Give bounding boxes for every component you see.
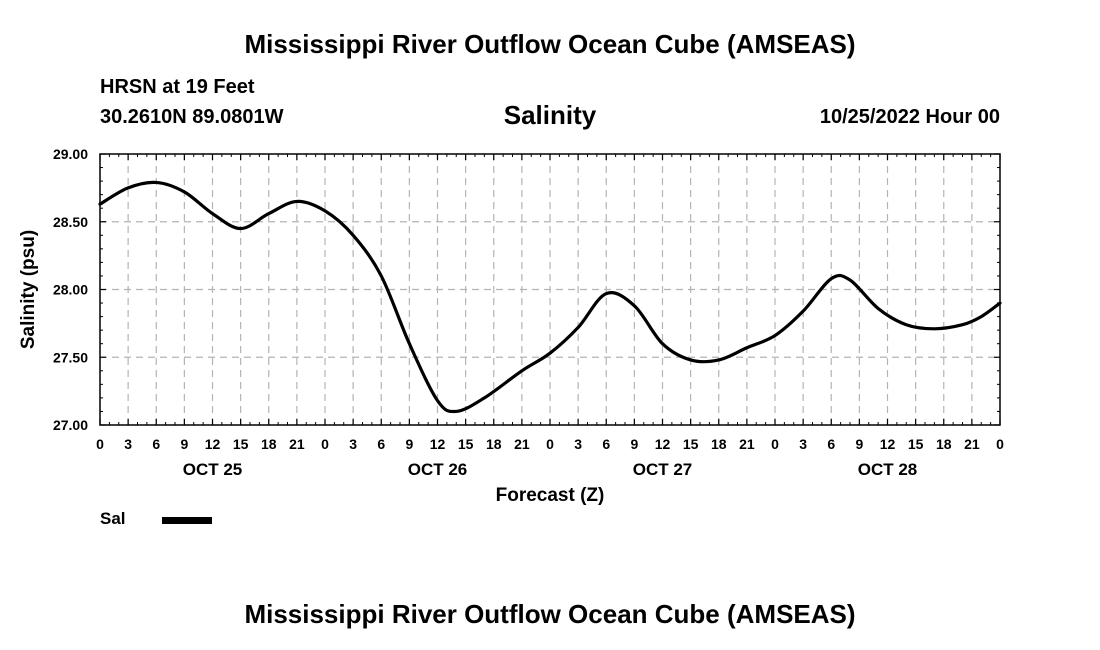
coordinates-label: 30.2610N 89.0801W [100,106,284,128]
chart-title: Mississippi River Outflow Ocean Cube (AM… [244,29,856,59]
x-tick-label: 21 [964,436,980,452]
x-tick-label: 3 [574,436,582,452]
x-tick-label: 0 [96,436,104,452]
legend-label-sal: Sal [100,509,126,528]
day-label: OCT 26 [408,460,468,479]
x-tick-label: 6 [377,436,385,452]
forecast-datetime: 10/25/2022 Hour 00 [819,106,1000,128]
x-tick-label: 21 [514,436,530,452]
x-tick-label: 18 [936,436,952,452]
grid-lines [100,154,1000,425]
x-tick-label: 9 [855,436,863,452]
x-tick-label: 12 [880,436,896,452]
x-tick-label: 0 [771,436,779,452]
x-tick-label: 18 [711,436,727,452]
x-tick-label: 0 [996,436,1004,452]
x-tick-label: 21 [289,436,305,452]
x-tick-label: 9 [405,436,413,452]
plot-frame [99,153,1001,426]
x-tick-label: 6 [827,436,835,452]
x-tick-label: 0 [546,436,554,452]
y-tick-label: 27.50 [53,349,88,365]
y-tick-label: 28.00 [53,282,88,298]
y-tick-label: 28.50 [53,214,88,230]
station-label: HRSN at 19 Feet [100,76,255,98]
x-tick-label: 12 [430,436,446,452]
day-label: OCT 27 [633,460,693,479]
x-tick-label: 3 [799,436,807,452]
x-tick-label: 0 [321,436,329,452]
variable-title: Salinity [503,100,597,130]
y-axis-label: Salinity (psu) [18,230,39,349]
x-tick-label: 18 [486,436,502,452]
x-tick-label: 6 [602,436,610,452]
x-tick-label: 9 [180,436,188,452]
y-tick-label: 29.00 [53,146,88,162]
series-line-sal [98,180,1002,414]
day-label: OCT 25 [183,460,243,479]
x-tick-label: 21 [739,436,755,452]
legend-swatch-sal [162,517,212,524]
x-tick-label: 3 [349,436,357,452]
x-tick-label: 3 [124,436,132,452]
x-tick-label: 15 [458,436,474,452]
x-tick-label: 9 [630,436,638,452]
x-tick-label: 15 [908,436,924,452]
x-tick-label: 18 [261,436,277,452]
x-tick-label: 6 [152,436,160,452]
x-tick-label: 15 [683,436,699,452]
y-tick-label: 27.00 [53,417,88,433]
axis-labels: 0 3 6 9 12 15 18 21 0 3 6 9 12 15 18 21 0 3 6 9 12 15 18 21 0 3 6 9… [18,146,1004,506]
x-tick-label: 12 [655,436,671,452]
x-tick-label: 12 [205,436,221,452]
x-tick-label: 15 [233,436,249,452]
footer-title: Mississippi River Outflow Ocean Cube (AM… [244,599,856,629]
day-label: OCT 28 [858,460,918,479]
x-axis-label: Forecast (Z) [496,485,605,506]
